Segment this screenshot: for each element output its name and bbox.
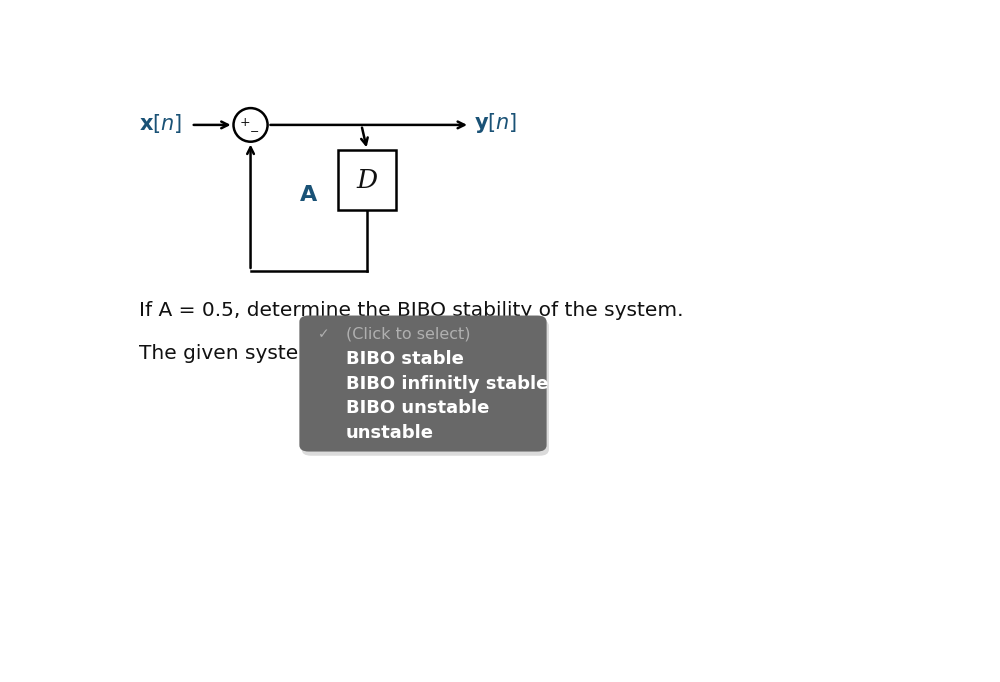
Text: BIBO unstable: BIBO unstable bbox=[346, 399, 489, 417]
Text: If A = 0.5, determine the BIBO stability of the system.: If A = 0.5, determine the BIBO stability… bbox=[139, 301, 683, 320]
Text: The given system is: The given system is bbox=[139, 344, 340, 364]
Text: $\mathbf{y}[n]$: $\mathbf{y}[n]$ bbox=[474, 111, 517, 135]
FancyBboxPatch shape bbox=[299, 316, 547, 451]
Text: $\mathbf{x}[n]$: $\mathbf{x}[n]$ bbox=[139, 112, 182, 135]
Text: −: − bbox=[250, 128, 260, 138]
Text: A: A bbox=[300, 186, 317, 205]
Text: BIBO infinitly stable: BIBO infinitly stable bbox=[346, 374, 548, 393]
Text: D: D bbox=[357, 168, 378, 193]
Text: unstable: unstable bbox=[346, 424, 434, 442]
Text: +: + bbox=[239, 116, 250, 129]
Text: ✓: ✓ bbox=[318, 327, 330, 341]
FancyBboxPatch shape bbox=[338, 150, 396, 211]
Text: BIBO stable: BIBO stable bbox=[346, 350, 464, 368]
Text: (Click to select): (Click to select) bbox=[346, 327, 470, 342]
FancyBboxPatch shape bbox=[302, 320, 549, 456]
